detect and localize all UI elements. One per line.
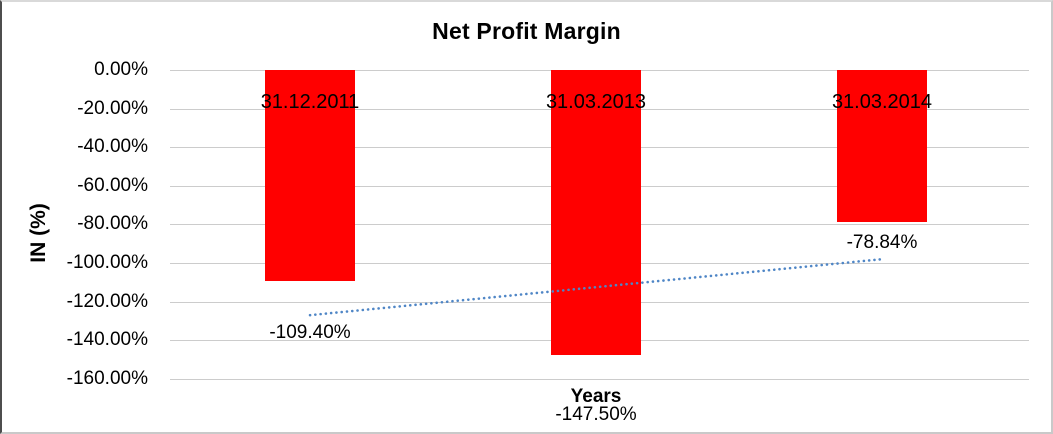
y-tick-label: -80.00% bbox=[77, 213, 148, 235]
data-label: -147.50% bbox=[555, 403, 637, 425]
x-axis-title: Years bbox=[570, 386, 622, 407]
y-tick-label: -20.00% bbox=[77, 97, 148, 119]
chart-title: Net Profit Margin bbox=[432, 18, 621, 44]
category-label: 31.03.2014 bbox=[831, 91, 933, 113]
bar bbox=[837, 70, 927, 223]
y-tick-label: -160.00% bbox=[66, 367, 148, 389]
gridline bbox=[170, 378, 1029, 380]
y-tick-label: -100.00% bbox=[66, 252, 148, 274]
category-label: 31.03.2013 bbox=[545, 91, 647, 113]
data-label: -109.40% bbox=[269, 322, 351, 344]
y-tick-label: -120.00% bbox=[66, 290, 148, 312]
y-tick-label: -140.00% bbox=[66, 329, 148, 351]
y-tick-label: -60.00% bbox=[77, 174, 148, 196]
y-tick-label: -40.00% bbox=[77, 136, 148, 158]
y-tick-label: 0.00% bbox=[94, 59, 148, 80]
data-label: -78.84% bbox=[846, 232, 918, 254]
category-label: 31.12.2011 bbox=[260, 91, 360, 113]
bar bbox=[265, 70, 355, 282]
